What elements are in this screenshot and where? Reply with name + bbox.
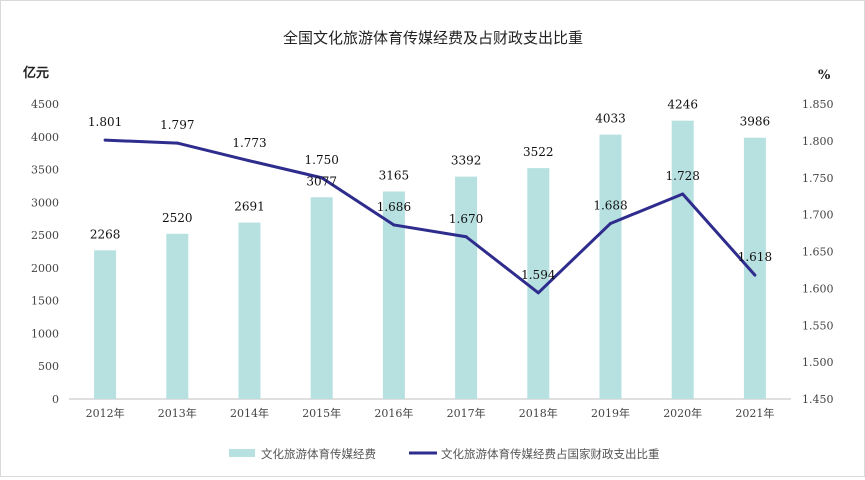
bar xyxy=(599,134,622,399)
bar xyxy=(671,120,694,399)
line-point xyxy=(320,176,324,180)
left-tick-label: 1500 xyxy=(31,295,59,308)
x-tick-label: 2021年 xyxy=(735,406,774,420)
x-tick-label: 2018年 xyxy=(519,406,558,420)
bar xyxy=(166,233,189,399)
line-value-label: 1.801 xyxy=(88,115,122,129)
bar xyxy=(743,137,766,399)
x-tick-label: 2013年 xyxy=(158,406,197,420)
bar-value-label: 3077 xyxy=(306,174,337,188)
right-tick-label: 1.850 xyxy=(802,98,834,111)
bar-value-label: 2691 xyxy=(234,200,265,214)
left-tick-label: 3000 xyxy=(31,196,59,209)
right-axis-label: % xyxy=(818,68,831,83)
bar-value-label: 3392 xyxy=(451,154,482,168)
line-point xyxy=(175,141,179,145)
bar xyxy=(310,197,333,399)
bar-value-label: 3165 xyxy=(379,169,410,183)
x-tick-label: 2017年 xyxy=(447,406,486,420)
line-value-label: 1.750 xyxy=(305,153,339,167)
legend-label-line: 文化旅游体育传媒经费占国家财政支出比重 xyxy=(441,447,660,461)
bar xyxy=(238,222,261,399)
left-axis-label: 亿元 xyxy=(23,65,49,81)
bar xyxy=(455,176,478,399)
bar-value-label: 2268 xyxy=(90,227,121,241)
x-tick-label: 2019年 xyxy=(591,406,630,420)
legend-label-bar: 文化旅游体育传媒经费 xyxy=(261,447,376,461)
x-tick-label: 2012年 xyxy=(86,406,125,420)
bar xyxy=(94,250,117,399)
left-tick-label: 4500 xyxy=(31,98,59,111)
left-tick-label: 4000 xyxy=(31,131,59,144)
right-tick-label: 1.600 xyxy=(802,282,834,295)
line-series xyxy=(105,138,757,295)
legend-swatch-bar xyxy=(229,449,255,457)
right-tick-label: 1.800 xyxy=(802,135,834,148)
line-point xyxy=(248,159,251,163)
bar-value-label: 4246 xyxy=(667,98,698,112)
left-tick-label: 2500 xyxy=(31,229,59,242)
right-tick-label: 1.550 xyxy=(802,319,834,332)
line-point xyxy=(536,291,540,295)
line-value-label: 1.594 xyxy=(521,268,556,282)
bar xyxy=(527,168,550,399)
x-tick-label: 2015年 xyxy=(302,406,341,420)
left-tick-label: 0 xyxy=(52,393,59,406)
left-tick-label: 3500 xyxy=(31,164,59,177)
left-tick-label: 2000 xyxy=(31,262,59,275)
line-value-label: 1.773 xyxy=(232,136,266,150)
line-value-label: 1.670 xyxy=(449,212,483,226)
line-point xyxy=(681,192,685,196)
right-tick-label: 1.700 xyxy=(802,209,834,222)
line-point xyxy=(753,273,757,277)
bar-value-label: 4033 xyxy=(595,112,626,126)
bar-value-label: 3986 xyxy=(740,115,771,129)
right-tick-label: 1.450 xyxy=(802,393,834,406)
legend: 文化旅游体育传媒经费 文化旅游体育传媒经费占国家财政支出比重 xyxy=(229,447,660,461)
line-point xyxy=(609,221,612,225)
line-point xyxy=(103,138,107,142)
bar-value-label: 2520 xyxy=(162,211,193,225)
line-value-label: 1.688 xyxy=(593,198,627,212)
line-value-label: 1.797 xyxy=(160,118,194,132)
right-tick-label: 1.650 xyxy=(802,246,834,259)
line-value-label: 1.728 xyxy=(666,169,700,183)
line-value-label: 1.686 xyxy=(377,200,411,214)
x-tick-label: 2014年 xyxy=(230,406,269,420)
left-tick-label: 1000 xyxy=(31,327,59,340)
line-point xyxy=(464,235,468,239)
line-value-label: 1.618 xyxy=(738,250,772,264)
x-tick-label: 2016年 xyxy=(374,406,413,420)
right-tick-label: 1.500 xyxy=(802,356,834,369)
x-tick-label: 2020年 xyxy=(663,406,702,420)
bar-value-label: 3522 xyxy=(523,145,554,159)
right-tick-label: 1.750 xyxy=(802,172,834,185)
left-tick-label: 500 xyxy=(38,360,59,373)
chart-title: 全国文化旅游体育传媒经费及占财政支出比重 xyxy=(283,29,583,47)
bar xyxy=(382,191,405,399)
line-point xyxy=(392,223,396,227)
